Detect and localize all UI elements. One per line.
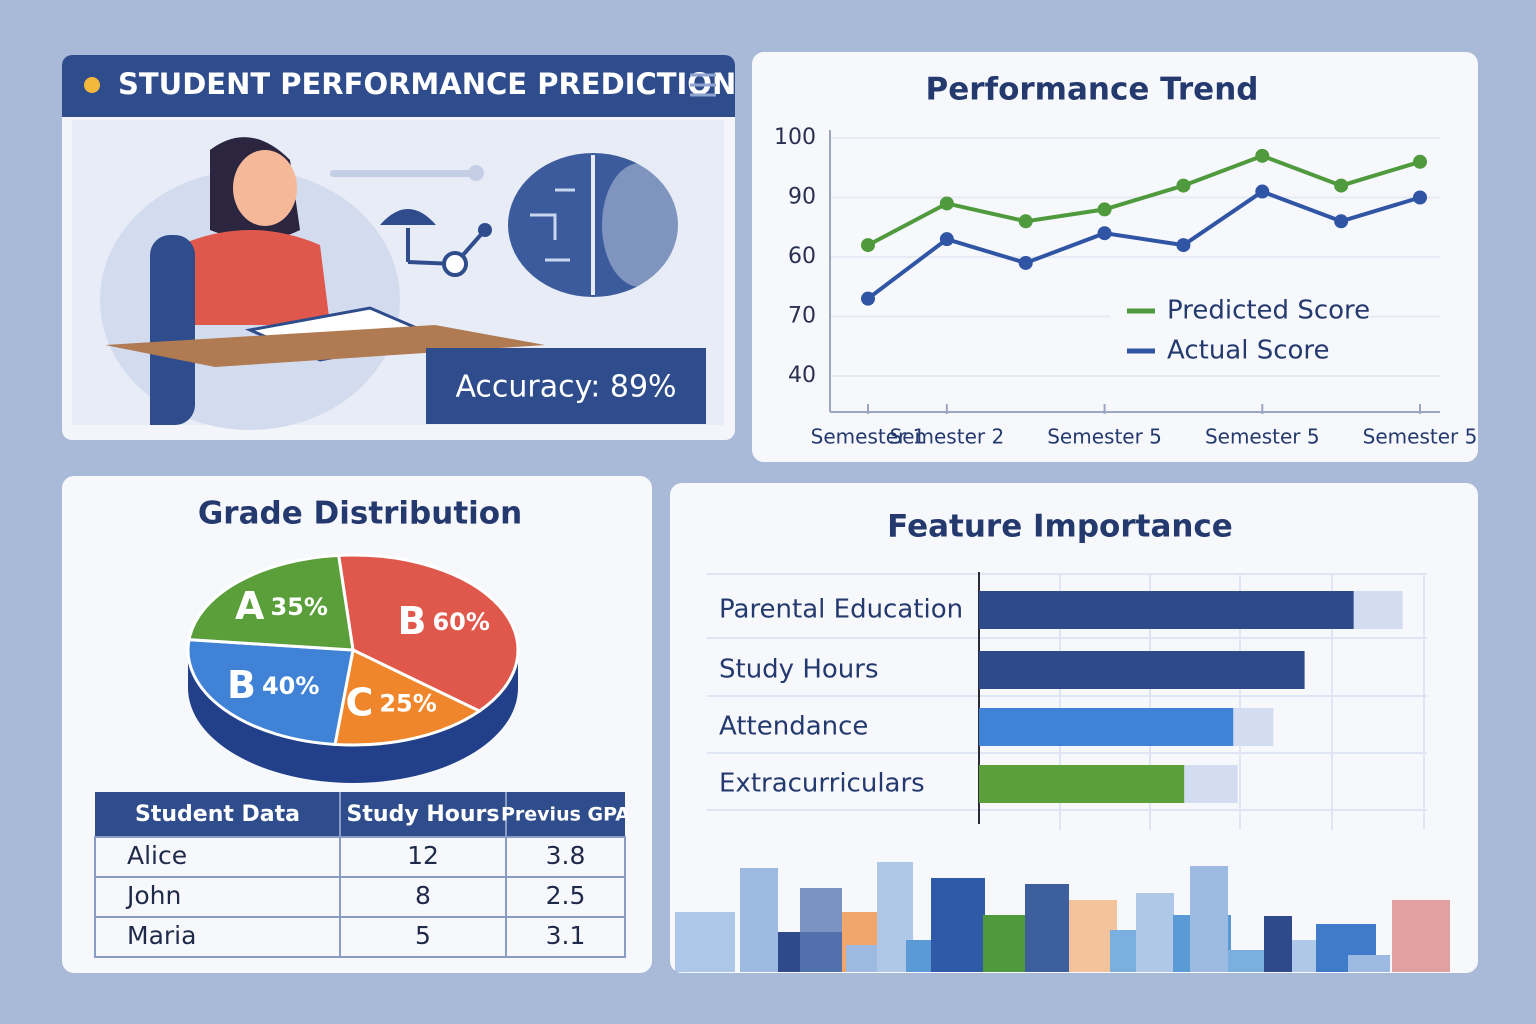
accuracy-box [426,348,706,424]
bar-label: Study Hours [719,655,879,685]
data-point [1018,214,1033,229]
y-tick-label: 70 [788,304,816,329]
data-point [939,196,954,211]
x-tick-label: Semester 5 [1363,425,1478,449]
data-point [1334,178,1349,193]
legend-label: Actual Score [1167,336,1330,366]
chart-title: Performance Trend [926,72,1259,108]
x-tick-label: Semester 1 [811,425,926,449]
slice-category: B [227,662,256,706]
data-point [1097,202,1112,217]
table-cell: 12 [407,841,439,870]
table-cell: John [125,881,181,910]
table-cell: 5 [415,921,431,950]
bar-label: Parental Education [719,595,963,625]
table-header-bg [95,792,625,837]
table-body-bg [94,836,626,958]
bar [979,591,1354,629]
table-header-cell: Student Data [135,802,300,827]
status-dot [84,77,100,93]
table-header-cell: Study Hours [347,802,500,827]
chart-title: Feature Importance [887,509,1233,545]
table-cell: 3.8 [546,841,586,870]
y-tick-label: 60 [788,244,816,269]
bar [979,708,1234,746]
y-tick-label: 90 [788,185,816,210]
y-tick-label: 100 [774,125,816,150]
table-cell: Alice [127,841,187,870]
pie-slice [186,638,355,747]
header-title: STUDENT PERFORMANCE PREDICTION [118,67,736,101]
pie-slice [187,553,355,652]
slice-category: B [398,598,427,642]
table-cell: 3.1 [546,921,586,950]
prediction-header-base [62,100,735,117]
slice-value: 25% [379,690,436,718]
menu-icon[interactable] [690,73,716,97]
table-cell: Maria [127,921,196,950]
bar-label: Attendance [719,712,868,742]
data-point [1334,214,1349,229]
pie-slice [336,553,520,713]
bar [979,651,1305,689]
slice-category: A [235,583,265,627]
chart-title: Grade Distribution [198,496,522,532]
x-tick-label: Semester 5 [1205,425,1320,449]
illustration [72,120,724,430]
legend-label: Predicted Score [1167,296,1370,326]
slice-label: B 40% [227,662,319,706]
decorative-skyline [675,862,1450,972]
slice-value: 40% [262,672,319,700]
data-point [861,291,875,306]
data-point [939,232,954,247]
data-point [1255,184,1270,199]
data-point [1097,226,1112,241]
data-point [1176,178,1191,193]
series-line [867,153,1421,247]
slice-label: C 25% [345,680,436,724]
data-point [1413,154,1427,169]
table-cell: 8 [415,881,431,910]
bar [979,765,1185,803]
slice-label: B 60% [398,598,490,642]
y-tick-label: 40 [788,363,816,388]
table-cell: 2.5 [546,881,586,910]
data-point [861,238,875,253]
data-point [1255,148,1270,163]
x-tick-label: Semester 5 [1047,425,1162,449]
data-point [1176,238,1191,253]
slice-value: 60% [432,608,489,636]
pie-slice [333,647,483,747]
slice-category: C [345,680,373,724]
data-point [1413,190,1427,205]
bar-label: Extracurriculars [719,769,925,799]
accuracy-label: Accuracy: 89% [455,370,676,405]
table-header-cell: Previus GPA [501,804,630,826]
slice-value: 35% [270,593,327,621]
series-line [866,189,1421,301]
x-tick-label: Semester 2 [890,425,1005,449]
slice-label: A 35% [235,583,328,627]
data-point [1018,255,1033,270]
